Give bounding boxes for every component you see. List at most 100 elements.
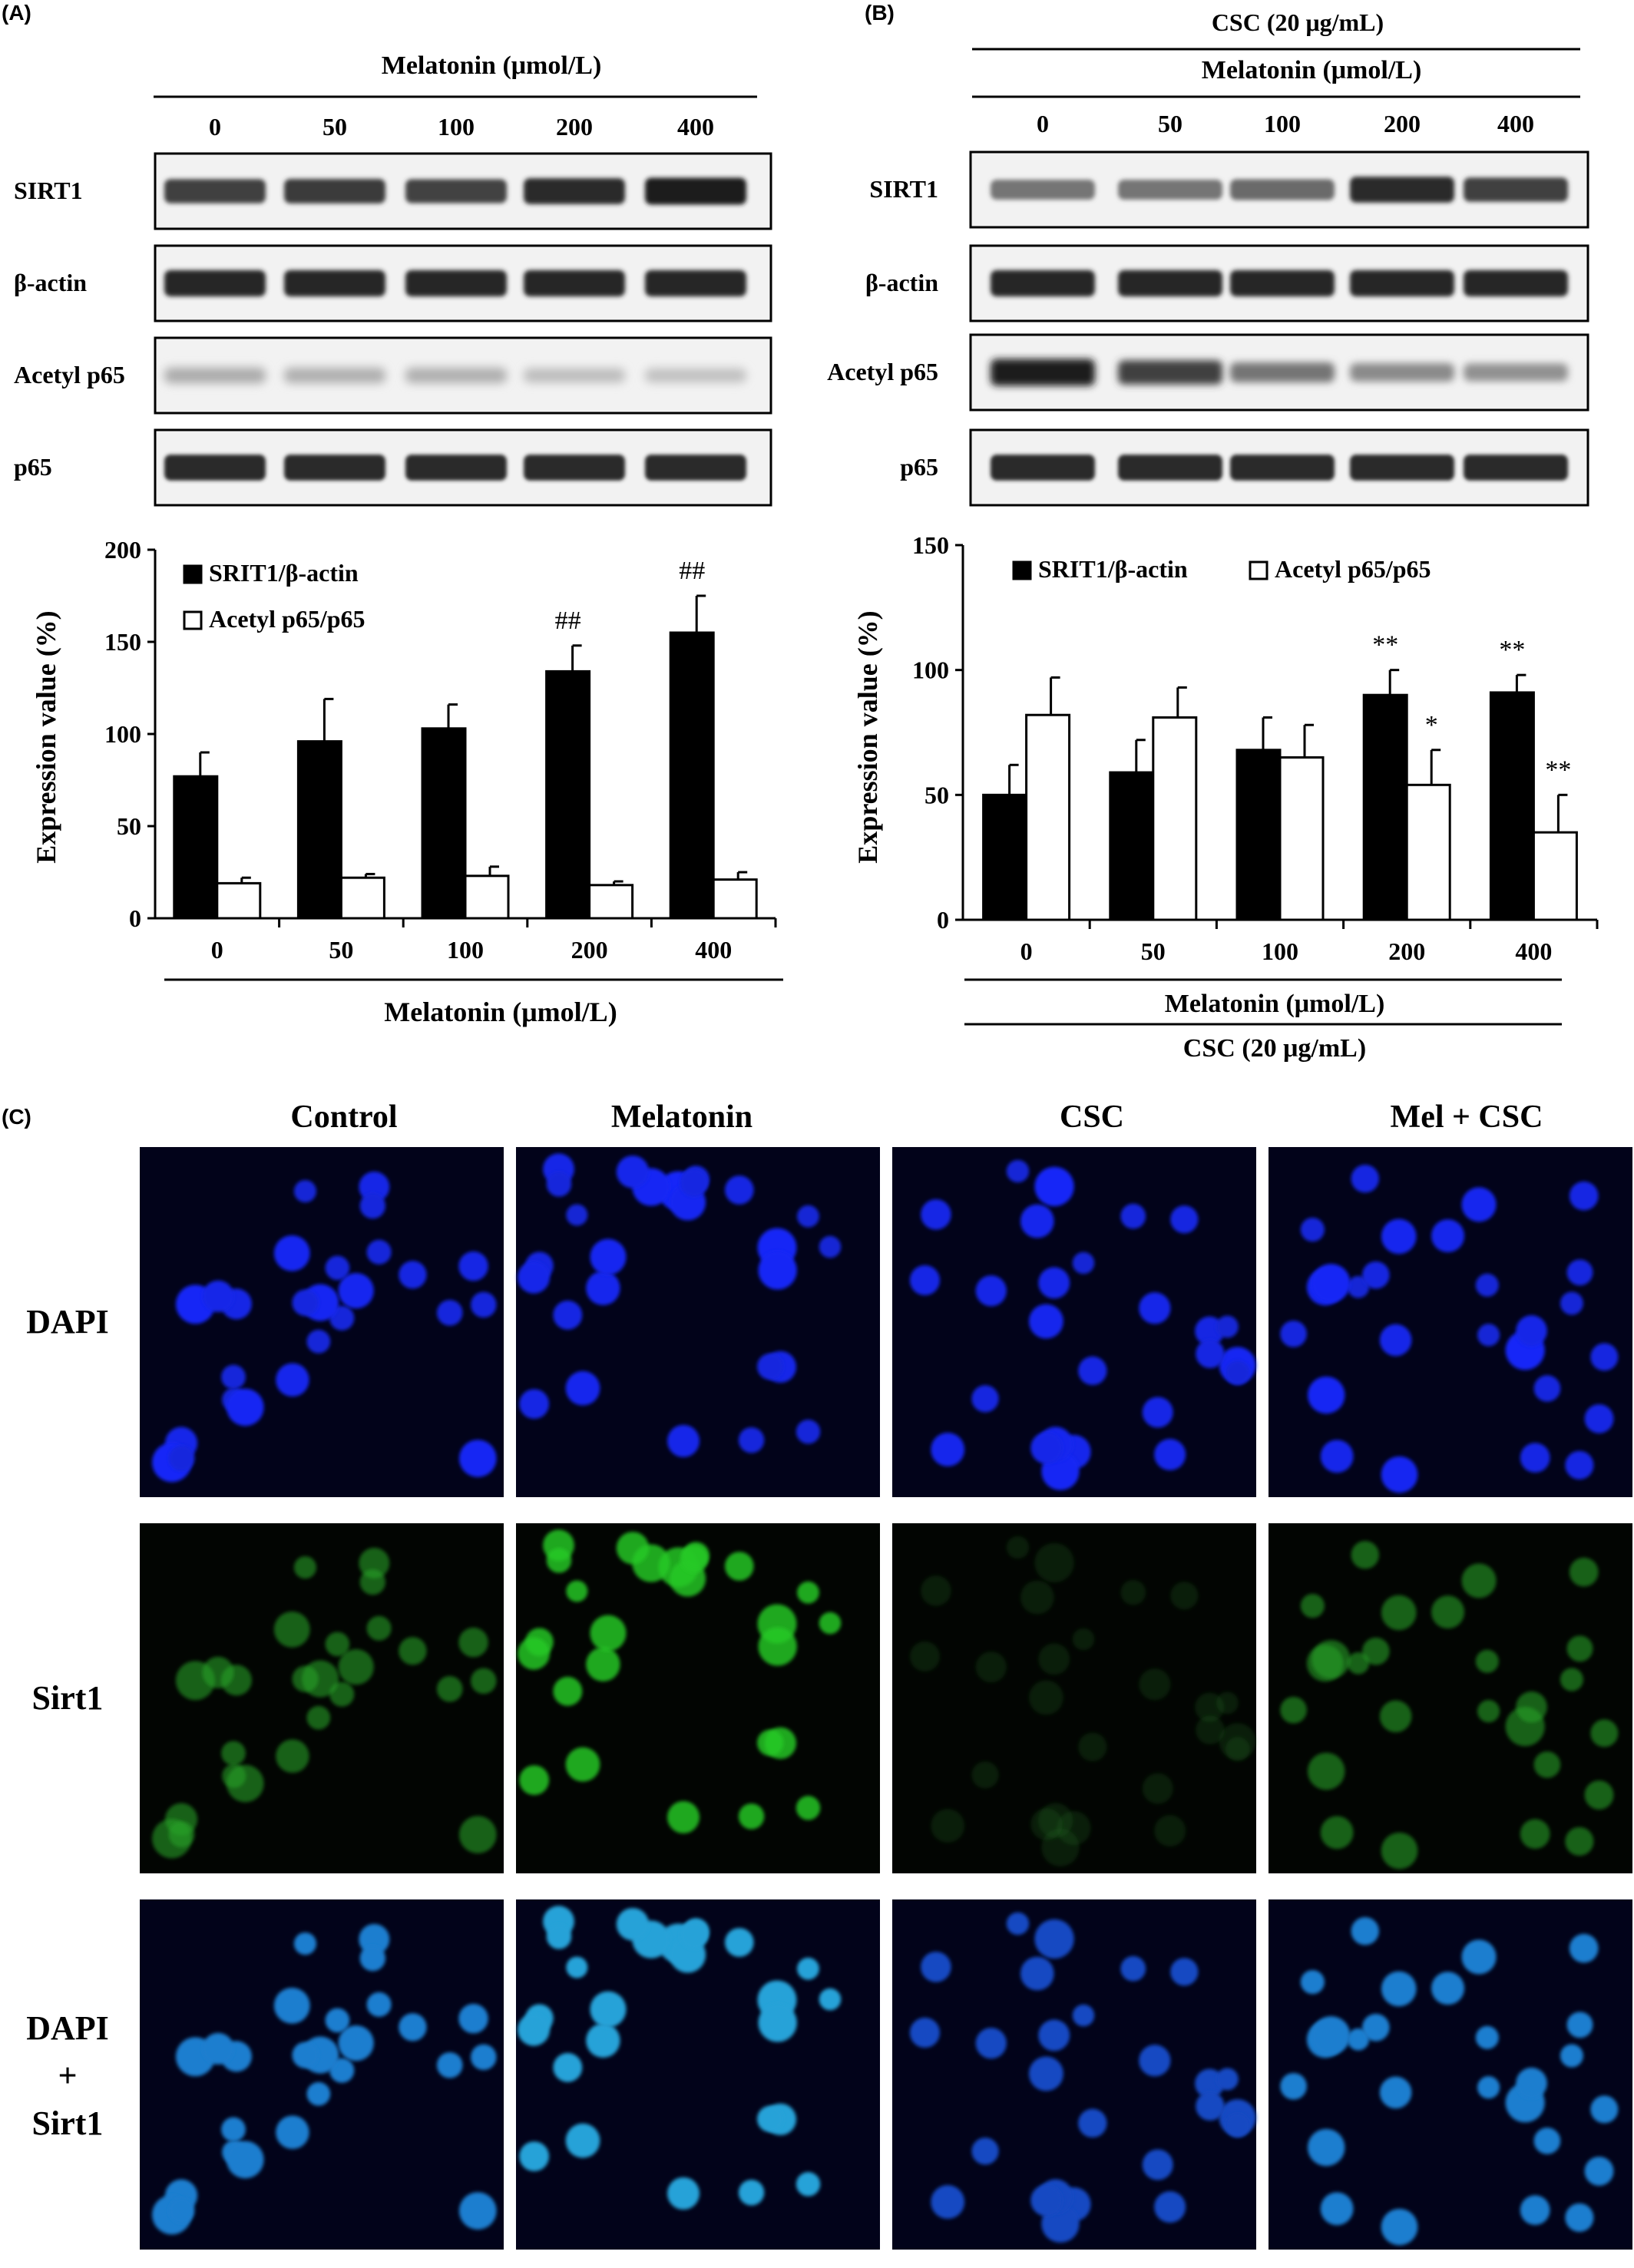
cell-nucleus — [1142, 1773, 1173, 1804]
x-tick-label: 200 — [571, 936, 608, 964]
cell-nucleus — [1516, 2068, 1547, 2099]
cell-nucleus — [1312, 1640, 1351, 1679]
cell-nucleus — [359, 1547, 390, 1579]
cell-nucleus — [366, 1615, 392, 1641]
x-tick-label: 0 — [1020, 937, 1033, 965]
cell-nucleus — [819, 1988, 842, 2011]
panel-a-bar-chart: Melatonin (μmol/L) Expression value (%) … — [31, 536, 783, 1027]
cell-nucleus — [1569, 1181, 1599, 1211]
bar — [982, 793, 1028, 921]
panel-c-column-label: Melatonin — [611, 1099, 752, 1135]
cell-nucleus — [518, 1637, 551, 1670]
cell-nucleus — [1584, 1403, 1614, 1433]
blot-band — [284, 178, 385, 204]
cell-nucleus — [909, 1265, 941, 1296]
bar — [669, 631, 715, 920]
cell-nucleus — [1120, 1203, 1146, 1229]
cell-nucleus — [1078, 2108, 1107, 2138]
panel-a-western-blot: 0 50 100 200 400 SIRT1 β-actin Acetyl p65 p65 — [14, 113, 772, 507]
cell-nucleus — [1381, 1832, 1418, 1870]
cell-nucleus — [586, 1271, 620, 1305]
cell-nucleus — [921, 1199, 951, 1230]
cell-nucleus — [724, 1552, 754, 1581]
bar — [216, 881, 262, 920]
y-tick-label: 0 — [937, 906, 949, 934]
cell-nucleus — [1560, 1291, 1583, 1315]
blot-row-label: p65 — [900, 453, 938, 481]
blot-band — [1118, 179, 1222, 200]
cell-nucleus — [931, 1809, 965, 1843]
panel-c-letter: (C) — [2, 1105, 31, 1129]
cell-nucleus — [738, 1803, 765, 1830]
cell-nucleus — [359, 1171, 390, 1202]
cell-nucleus — [366, 1992, 392, 2017]
panel-a-letter: (A) — [2, 1, 31, 25]
cell-nucleus — [1520, 1443, 1550, 1473]
cell-nucleus — [566, 1956, 588, 1979]
cell-nucleus — [1196, 1339, 1225, 1369]
cell-nucleus — [221, 1364, 246, 1390]
cell-nucleus — [724, 1175, 754, 1205]
panel-b-ylabel: Expression value (%) — [852, 610, 883, 863]
cell-nucleus — [796, 1420, 821, 1444]
bar — [1362, 693, 1408, 921]
panel-b-csc-label: CSC (20 μg/mL) — [1212, 8, 1384, 36]
cell-nucleus — [1533, 2127, 1561, 2154]
cell-nucleus — [971, 1761, 999, 1789]
cell-nucleus — [1565, 2203, 1594, 2232]
cell-nucleus — [458, 1627, 488, 1658]
bar — [1109, 771, 1155, 921]
cell-nucleus — [616, 1908, 650, 1941]
panel-c-row-label: DAPI — [26, 1303, 109, 1341]
cell-nucleus — [909, 1641, 941, 1672]
cell-nucleus — [458, 1251, 488, 1281]
cell-nucleus — [1139, 1668, 1171, 1701]
cell-nucleus — [738, 1427, 765, 1453]
blot-row-label: SIRT1 — [869, 175, 938, 203]
cell-nucleus — [1590, 2095, 1619, 2124]
cell-nucleus — [1034, 1166, 1074, 1207]
cell-nucleus — [666, 1424, 700, 1457]
significance-mark: ** — [1545, 755, 1571, 784]
cell-nucleus — [202, 1656, 234, 1689]
blot-band — [1350, 455, 1454, 481]
blot-band — [1230, 455, 1335, 481]
cell-nucleus — [359, 1945, 386, 1972]
micrograph-dapi — [1268, 1147, 1632, 1497]
cell-nucleus — [1560, 1668, 1583, 1691]
micrograph-sirt1 — [1268, 1523, 1632, 1873]
cell-nucleus — [359, 1923, 390, 1955]
cell-nucleus — [909, 2017, 941, 2048]
cell-nucleus — [168, 2197, 195, 2224]
blot-dose-label: 200 — [1384, 110, 1421, 137]
cell-nucleus — [553, 1300, 583, 1330]
cell-nucleus — [1351, 1164, 1379, 1193]
panel-b-bar-chart: Expression value (%) Melatonin (μmol/L) … — [852, 531, 1599, 1063]
panel-c-row-label: Sirt1 — [32, 2104, 104, 2142]
cell-nucleus — [590, 1238, 627, 1275]
blot-band — [1350, 363, 1454, 382]
panel-a-ylabel: Expression value (%) — [31, 610, 61, 863]
cell-nucleus — [1020, 1204, 1054, 1238]
cell-nucleus — [227, 2141, 264, 2179]
cell-nucleus — [819, 1235, 842, 1258]
cell-nucleus — [436, 1299, 463, 1326]
cell-nucleus — [1028, 1680, 1063, 1715]
y-tick-label: 150 — [104, 628, 141, 656]
blot-dose-label: 0 — [209, 113, 221, 141]
cell-nucleus — [1300, 1593, 1325, 1618]
cell-nucleus — [1034, 1542, 1074, 1583]
cell-nucleus — [1120, 1579, 1146, 1605]
cell-nucleus — [436, 1675, 463, 1702]
y-tick-label: 50 — [925, 781, 949, 808]
cell-nucleus — [168, 1821, 195, 1848]
cell-nucleus — [221, 2117, 246, 2142]
cell-nucleus — [680, 1921, 709, 1949]
cell-nucleus — [1475, 1649, 1499, 1673]
panel-b-western-blot: 0 50 100 200 400 SIRT1 β-actin Acetyl p65 p65 — [827, 110, 1589, 507]
cell-nucleus — [221, 1741, 246, 1766]
panel-c-immunofluorescence: Control Melatonin CSC Mel + CSC DAPI Sirt1 DAP… — [26, 1099, 1632, 2250]
cell-nucleus — [1030, 2184, 1063, 2217]
cell-nucleus — [1170, 1205, 1199, 1234]
cell-nucleus — [306, 2081, 331, 2106]
